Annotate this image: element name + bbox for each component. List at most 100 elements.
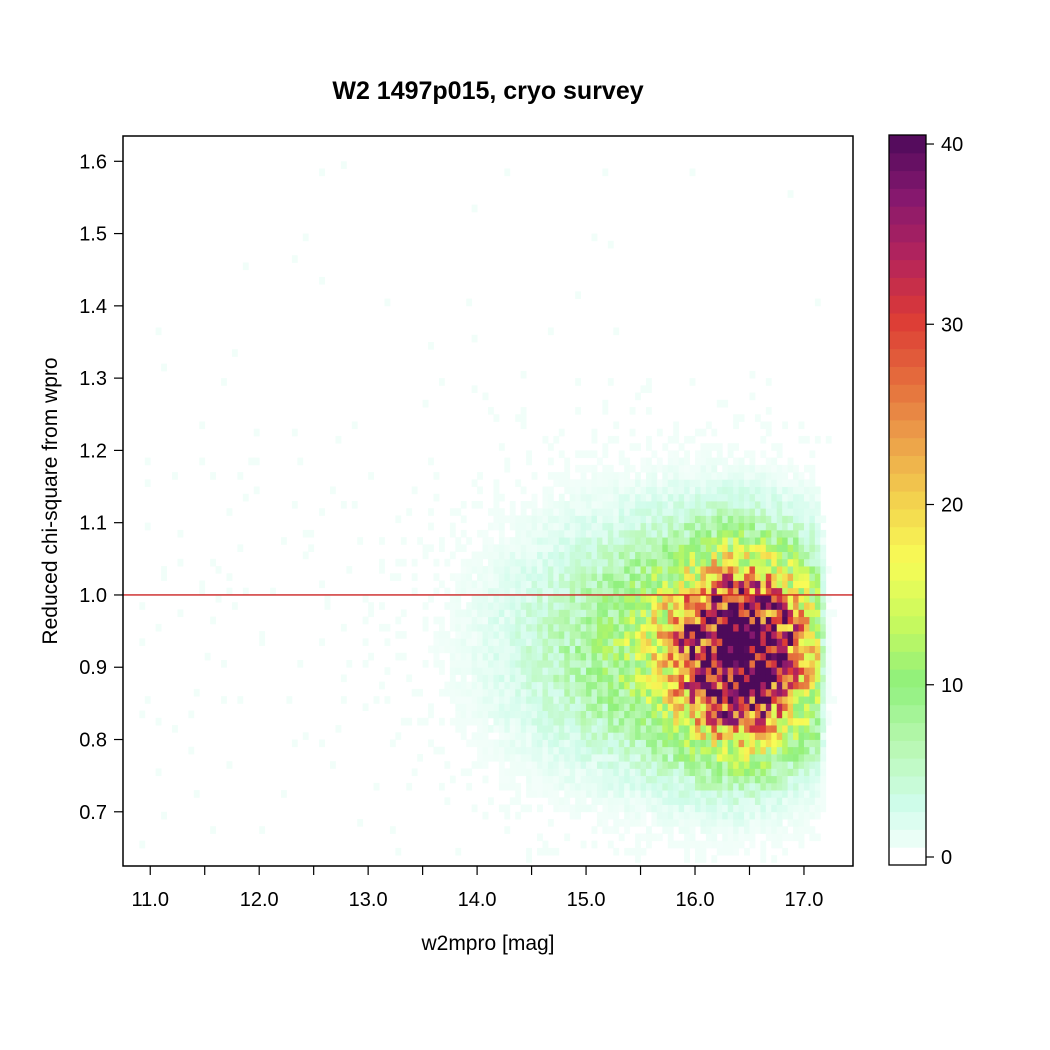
heat-cell [591,725,598,733]
heat-cell [526,725,532,733]
heat-cell [553,775,560,784]
heat-cell [537,638,543,646]
heat-cell [749,544,756,552]
heat-cell [667,623,674,632]
heat-cell [509,645,516,654]
heat-cell [825,594,832,603]
heat-cell [477,696,483,704]
heat-cell [776,638,783,646]
heat-cell [662,681,669,690]
heat-cell [613,594,620,603]
heat-cell [738,645,745,654]
heat-cell [515,515,522,524]
heat-cell [700,717,707,726]
heat-cell [493,558,500,567]
heat-cell [689,508,696,516]
heat-cell [684,464,690,473]
heat-cell [771,797,778,805]
heat-cell [722,746,729,755]
heat-cell [673,421,680,430]
heat-cell [586,594,592,603]
heat-cell [504,811,511,820]
heat-cell [782,739,789,748]
heat-cell [684,537,690,545]
heat-cell [618,501,625,509]
heat-cell [814,587,821,596]
heat-cell [509,602,516,610]
heat-cell [319,580,325,589]
colorbar-swatch [889,188,926,207]
heat-cell [526,501,532,509]
heat-cell [776,587,783,596]
heat-cell [744,717,750,726]
heat-cell [580,761,587,769]
heat-cell [738,674,745,683]
heat-cell [695,479,701,487]
heat-cell [782,811,789,820]
heat-cell [564,732,571,740]
heat-cell [591,804,598,813]
colorbar-swatch [889,384,926,403]
heat-cell [569,717,576,726]
heat-cell [493,681,500,690]
heat-cell [564,681,571,690]
y-tick-label: 0.9 [79,657,107,679]
heat-cell [471,566,478,574]
heat-cell [798,529,805,538]
heat-cell [678,501,685,509]
heat-cell [542,493,549,502]
heat-cell [569,558,576,567]
heat-cell [716,797,723,805]
heat-cell [564,573,571,581]
heat-cell [482,761,489,769]
heat-cell [667,696,674,704]
heat-cell [705,645,712,654]
heat-cell [580,739,587,748]
chart-title: W2 1497p015, cryo survey [332,77,643,105]
heat-cell [575,537,582,545]
heat-cell [531,645,538,654]
heat-cell [787,457,794,466]
heat-cell [716,681,723,690]
heat-cell [727,558,734,567]
heat-cell [722,775,729,784]
heat-cell [542,580,549,589]
heat-cell [754,602,761,610]
heat-cell [368,472,374,480]
heat-cell [586,479,592,487]
heat-cell [575,573,582,581]
heat-cell [564,660,571,668]
heat-cell [820,775,827,784]
heat-cell [705,457,712,466]
heat-cell [645,580,652,589]
heat-cell [738,479,745,487]
heat-cell [793,703,799,712]
heat-cell [814,544,821,552]
heat-cell [782,609,789,618]
heat-cell [629,631,636,639]
heat-cell [172,472,178,480]
heat-cell [586,587,592,596]
heat-cell [771,464,778,473]
heat-cell [667,486,674,495]
heat-cell [809,790,816,798]
heat-cell [607,667,614,675]
heat-cell [809,522,816,531]
heat-cell [586,609,592,618]
heat-cell [760,587,767,596]
heat-cell [760,753,767,762]
heat-cell [526,790,532,798]
heat-cell [493,609,500,618]
heat-cell [760,739,767,748]
heat-cell [629,674,636,683]
heat-cell [586,566,592,574]
heat-cell [564,472,571,480]
heat-cell [700,819,707,827]
heat-cell [727,710,734,719]
heat-cell [645,522,652,531]
heat-cell [509,580,516,589]
heat-cell [684,847,690,856]
heat-cell [760,768,767,777]
heat-cell [673,819,680,827]
heat-cell [586,508,592,516]
